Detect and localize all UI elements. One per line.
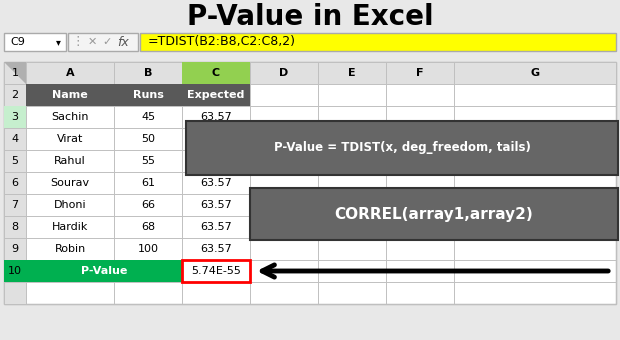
Text: Hardik: Hardik [52, 222, 88, 232]
Text: Virat: Virat [57, 134, 83, 144]
Text: 55: 55 [141, 156, 155, 166]
FancyBboxPatch shape [4, 260, 26, 282]
Text: 63.57: 63.57 [200, 178, 232, 188]
FancyBboxPatch shape [4, 84, 26, 304]
Text: Runs: Runs [133, 90, 164, 100]
Text: 63.57: 63.57 [200, 222, 232, 232]
FancyBboxPatch shape [68, 33, 138, 51]
Text: 10: 10 [8, 266, 22, 276]
Text: fx: fx [117, 35, 129, 49]
FancyBboxPatch shape [140, 33, 616, 51]
FancyBboxPatch shape [26, 260, 182, 282]
FancyBboxPatch shape [4, 106, 26, 128]
Text: 100: 100 [138, 244, 159, 254]
Text: 3: 3 [12, 112, 19, 122]
FancyBboxPatch shape [4, 33, 66, 51]
FancyBboxPatch shape [4, 62, 616, 84]
Text: P-Value in Excel: P-Value in Excel [187, 3, 433, 31]
Text: ✕: ✕ [87, 37, 97, 47]
Text: 8: 8 [11, 222, 19, 232]
Text: B: B [144, 68, 152, 78]
Text: 50: 50 [141, 134, 155, 144]
Text: 63.57: 63.57 [200, 244, 232, 254]
Text: 7: 7 [11, 200, 19, 210]
Text: 5.74E-55: 5.74E-55 [191, 266, 241, 276]
Text: Robin: Robin [55, 244, 86, 254]
Text: C9: C9 [10, 37, 25, 47]
Text: 63.57: 63.57 [200, 200, 232, 210]
Text: 5: 5 [12, 156, 19, 166]
FancyBboxPatch shape [26, 84, 250, 106]
Text: 2: 2 [11, 90, 19, 100]
Text: 4: 4 [11, 134, 19, 144]
Text: Dhoni: Dhoni [54, 200, 86, 210]
Text: D: D [280, 68, 289, 78]
Text: 63.57: 63.57 [200, 112, 232, 122]
Text: P-Value = TDIST(x, deg_freedom, tails): P-Value = TDIST(x, deg_freedom, tails) [273, 141, 531, 154]
Text: ✓: ✓ [102, 37, 112, 47]
FancyBboxPatch shape [182, 260, 250, 282]
Polygon shape [4, 62, 26, 84]
Text: C: C [212, 68, 220, 78]
Text: F: F [416, 68, 423, 78]
FancyBboxPatch shape [182, 62, 250, 84]
Text: 66: 66 [141, 200, 155, 210]
Text: 6: 6 [12, 178, 19, 188]
Text: 1: 1 [12, 68, 19, 78]
FancyBboxPatch shape [186, 121, 618, 175]
Text: Sachin: Sachin [51, 112, 89, 122]
Text: A: A [66, 68, 74, 78]
Text: P-Value: P-Value [81, 266, 127, 276]
Text: Rahul: Rahul [54, 156, 86, 166]
Text: G: G [531, 68, 539, 78]
Text: 45: 45 [141, 112, 155, 122]
Text: CORREL(array1,array2): CORREL(array1,array2) [335, 206, 533, 221]
FancyBboxPatch shape [4, 62, 616, 304]
Text: Sourav: Sourav [50, 178, 89, 188]
Text: E: E [348, 68, 356, 78]
Text: 68: 68 [141, 222, 155, 232]
Text: ▾: ▾ [56, 37, 60, 47]
FancyArrowPatch shape [262, 265, 608, 277]
FancyBboxPatch shape [250, 188, 618, 240]
Text: Expected: Expected [187, 90, 245, 100]
Text: =TDIST(B2:B8,C2:C8,2): =TDIST(B2:B8,C2:C8,2) [148, 35, 296, 49]
Text: 9: 9 [11, 244, 19, 254]
Text: 61: 61 [141, 178, 155, 188]
Text: Name: Name [52, 90, 88, 100]
Text: ⋮: ⋮ [72, 35, 84, 49]
